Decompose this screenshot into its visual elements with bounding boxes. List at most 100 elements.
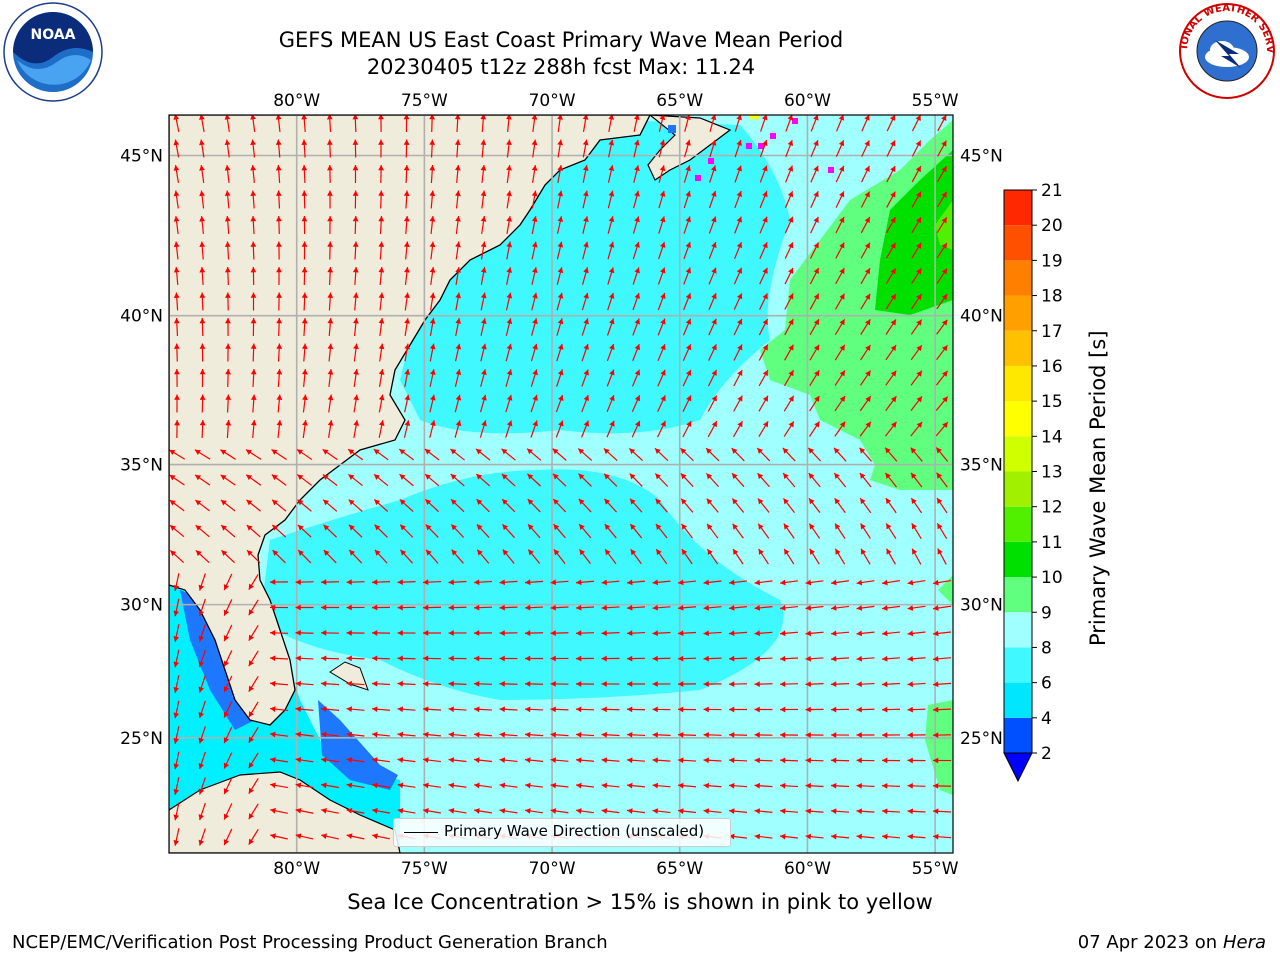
direction-arrowhead [937,523,943,530]
direction-arrowhead [399,449,406,455]
direction-arrowhead [860,523,866,530]
direction-arrowhead [528,549,534,556]
direction-arrowhead [474,782,480,789]
direction-arrowhead [729,655,735,662]
direction-arrowhead [295,630,301,636]
direction-arrowhead [276,318,283,324]
direction-arrowhead [762,318,768,325]
direction-arrowhead [198,712,205,719]
direction-arrowhead [295,833,302,839]
direction-arrowhead [450,499,457,506]
direction-arrowhead [579,524,585,531]
direction-arrowhead [327,190,333,196]
direction-arrowhead [629,448,636,455]
direction-arrowhead [813,216,819,223]
direction-arrowhead [865,421,871,428]
direction-arrowhead [423,579,429,586]
direction-arrowhead [941,242,947,249]
direction-arrowhead [733,549,739,555]
direction-arrowhead [890,217,896,224]
direction-arrowhead [198,584,205,591]
direction-arrowhead [199,139,205,146]
direction-arrowhead [731,448,738,454]
direction-arrowhead [608,267,615,274]
direction-arrowhead [729,706,735,713]
direction-arrowhead [425,499,432,506]
direction-arrowhead [780,833,786,840]
direction-arrowhead [839,216,845,223]
direction-arrowhead [481,318,487,324]
direction-arrowhead [455,241,461,248]
direction-arrowhead [224,165,231,171]
direction-arrowhead [248,838,254,845]
direction-arrowhead [941,319,948,326]
direction-arrowhead [782,447,789,454]
direction-arrowhead [941,268,948,275]
direction-arrowhead [474,579,480,586]
direction-arrowhead [474,680,480,687]
direction-arrowhead [601,655,607,662]
colorbar: 2 4 6 8 9 10 11 12 13 14 15 16 17 18 19 20 21 [1003,181,1063,783]
direction-arrowhead [890,396,897,403]
direction-arrowhead [864,191,870,198]
direction-arrowhead [353,343,359,350]
lon-label-top: 75°W [401,91,448,111]
direction-arrowhead [481,343,487,350]
lat-label-right: 30°N [960,596,1003,616]
direction-arrowhead [400,524,406,531]
direction-arrowhead [250,292,257,298]
direction-arrowhead [907,706,913,713]
direction-arrowhead [583,190,589,197]
direction-arrowhead [378,241,385,247]
direction-arrowhead [272,524,279,531]
direction-arrowhead [856,579,863,586]
direction-arrowhead [685,293,692,300]
direction-arrowhead [711,318,717,325]
direction-arrowhead [627,731,633,738]
direction-arrowhead [532,394,538,401]
lon-label-top: 70°W [529,91,576,111]
direction-arrowhead [757,498,764,505]
direction-arrowhead [423,680,429,687]
direction-arrowhead [579,549,586,556]
direction-arrowhead [270,680,276,687]
direction-arrowhead [557,343,564,350]
direction-arrowhead [839,191,845,198]
direction-arrowhead [941,115,947,122]
direction-arrowhead [374,549,381,556]
direction-arrowhead [326,115,333,120]
direction-arrowhead [173,216,180,222]
direction-arrowhead [729,579,735,586]
direction-arrowhead [374,524,381,531]
direction-arrowhead [295,782,302,789]
direction-arrowhead [474,757,480,763]
direction-arrowhead [814,395,820,402]
direction-arrowhead [173,318,180,324]
lon-label-top: 60°W [784,91,831,111]
direction-arrowhead [754,833,761,840]
wave-direction-arrows [169,115,952,846]
direction-arrowhead [633,115,640,120]
direction-arrowhead [557,369,564,376]
direction-arrowhead [941,294,948,301]
direction-arrowhead [552,448,559,455]
direction-arrowhead [942,396,948,403]
direction-arrowhead [276,267,282,273]
direction-arrowhead [627,604,633,611]
direction-arrowhead [859,472,866,479]
direction-arrowhead [276,292,282,298]
direction-arrowhead [248,736,254,743]
direction-arrowhead [864,242,870,249]
direction-arrowhead [627,655,633,662]
direction-arrowhead [916,242,922,249]
direction-arrowhead [805,732,811,738]
direction-arrowhead [223,711,230,718]
direction-arrowhead [576,655,582,662]
direction-arrowhead [327,241,333,247]
direction-arrowhead [270,655,276,662]
direction-arrowhead [223,839,230,846]
direction-arrowhead [686,420,692,427]
direction-arrowhead [706,498,713,505]
colorbar-tick-label: 9 [1041,603,1052,623]
